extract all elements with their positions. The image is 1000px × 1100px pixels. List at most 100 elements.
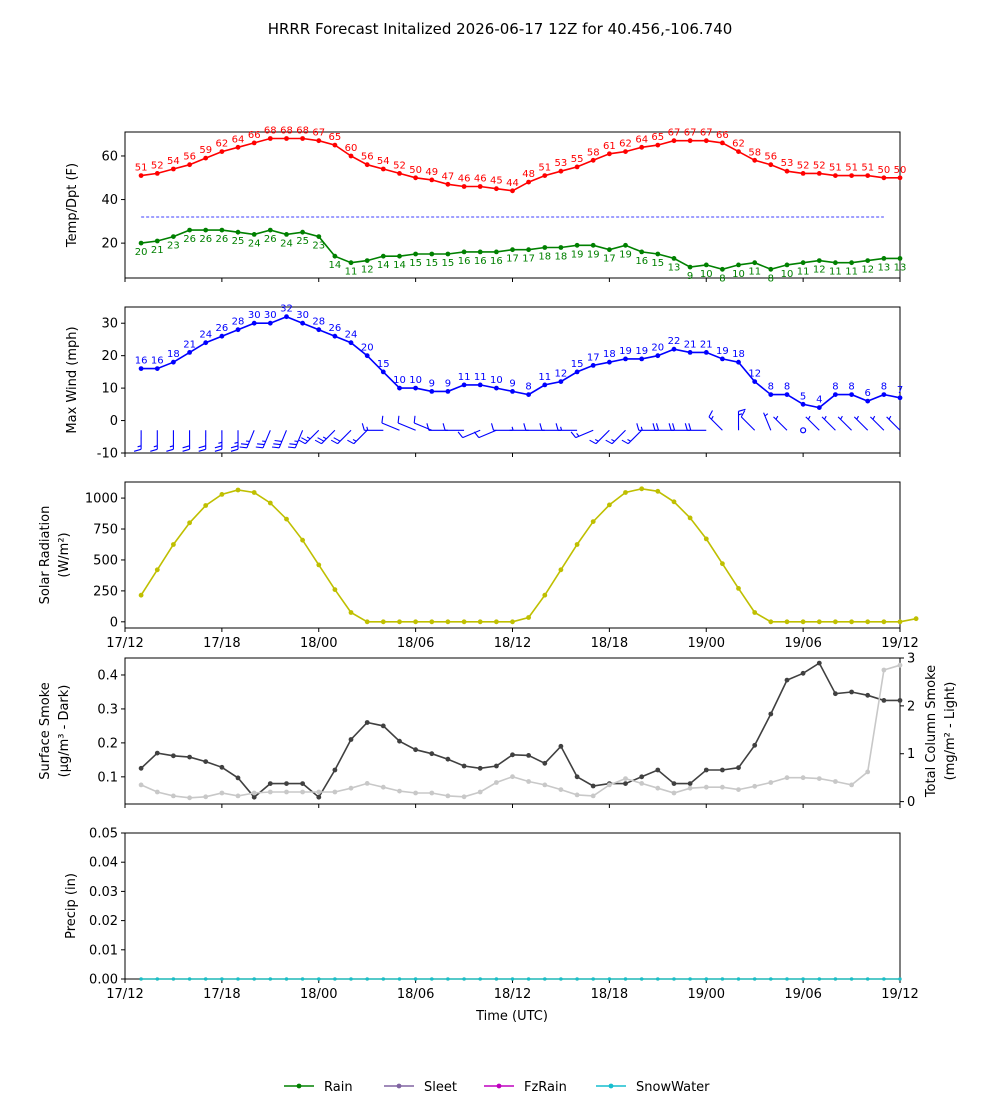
temp-data-label: 25 bbox=[296, 236, 309, 247]
smoke-series-0-point bbox=[655, 767, 661, 773]
temp-series-1-point bbox=[348, 260, 354, 266]
temp-series-0-point bbox=[203, 155, 209, 161]
smoke-ylabel-units: (μg/m³ - Dark) bbox=[57, 685, 72, 778]
precip-series-1-point bbox=[736, 977, 741, 981]
precip-series-1-point bbox=[171, 977, 175, 981]
figure-title: HRRR Forecast Initalized 2026-06-17 12Z … bbox=[268, 20, 733, 38]
solar-series-0-point bbox=[235, 487, 241, 493]
temp-series-0-point bbox=[251, 140, 257, 146]
temp-series-1-line bbox=[140, 229, 900, 271]
temp-data-label: 20 bbox=[135, 247, 148, 258]
wind-series-0-point bbox=[429, 389, 435, 394]
wind-series-0-point bbox=[768, 392, 774, 397]
temp-data-label: 51 bbox=[135, 163, 148, 174]
smoke-series-0-point bbox=[251, 794, 257, 800]
temp-series-1-point bbox=[720, 266, 725, 272]
temp-data-label: 51 bbox=[861, 163, 874, 174]
solar-series-0-point bbox=[542, 592, 548, 598]
wind-barb bbox=[570, 429, 594, 439]
temp-data-label: 10 bbox=[781, 269, 794, 280]
smoke-series-0-point bbox=[138, 765, 144, 771]
smoke-series-0-point bbox=[768, 711, 774, 717]
precip-series-1-point bbox=[882, 977, 886, 981]
wind-barb-feather bbox=[230, 448, 239, 452]
precip-ytick-label: 0.02 bbox=[89, 914, 118, 929]
smoke-series-0-point bbox=[849, 689, 854, 695]
wind-series-0-line bbox=[141, 315, 901, 409]
wind-series-0-point bbox=[348, 340, 354, 346]
temp-data-label: 50 bbox=[409, 165, 422, 176]
smoke-series-1-point bbox=[154, 789, 160, 795]
solar-series-0-point bbox=[477, 619, 483, 625]
smoke-right-ytick-label: 1 bbox=[907, 747, 915, 762]
precip-series-1-point bbox=[252, 977, 256, 981]
wind-barb-feather bbox=[636, 423, 640, 431]
wind-barb-half-feather bbox=[775, 415, 779, 420]
temp-series-0-point bbox=[671, 138, 677, 144]
smoke-series-0-point bbox=[816, 660, 822, 666]
smoke-series-0-point bbox=[623, 781, 628, 786]
smoke-series-0-point bbox=[800, 670, 806, 676]
wind-barb-feather bbox=[708, 410, 713, 418]
wind-barb-feather bbox=[150, 448, 158, 452]
smoke-series-1-point bbox=[413, 790, 418, 796]
solar-series-0-point bbox=[138, 592, 144, 598]
temp-series-0-point bbox=[816, 171, 822, 176]
solar-series-0-point bbox=[784, 619, 790, 625]
wind-series-0-point bbox=[510, 389, 515, 394]
smoke-series-1-point bbox=[607, 782, 612, 788]
smoke-series-0-point bbox=[203, 759, 209, 764]
wind-series-0-point bbox=[187, 350, 193, 355]
wind-barb bbox=[621, 429, 643, 445]
wind-data-label: 8 bbox=[848, 382, 854, 393]
wind-ylabel: Max Wind (mph) bbox=[65, 326, 80, 433]
temp-series-1-point bbox=[687, 264, 693, 270]
temp-series-1-point bbox=[251, 232, 257, 237]
solar-xtick-label: 18/06 bbox=[397, 636, 434, 651]
solar-series-0-point bbox=[623, 490, 628, 495]
wind-series-0-point bbox=[849, 392, 854, 397]
precip-frame bbox=[124, 832, 901, 980]
temp-series-0-point bbox=[865, 173, 871, 179]
wind-barb-feather bbox=[255, 446, 264, 449]
solar-ytick-label: 0 bbox=[110, 615, 118, 630]
wind-data-label: 10 bbox=[490, 375, 503, 386]
wind-barb bbox=[805, 415, 820, 431]
wind-barb-shaft bbox=[805, 416, 820, 431]
solar-series-0-point bbox=[154, 567, 160, 573]
wind-data-label: 12 bbox=[555, 369, 568, 380]
smoke-series-1-point bbox=[574, 792, 580, 798]
wind-barb bbox=[442, 423, 465, 431]
precip-series-1-point bbox=[236, 977, 240, 981]
smoke-series-0-point bbox=[833, 691, 838, 697]
temp-ylabel: Temp/Dpt (F) bbox=[65, 163, 80, 248]
temp-series-0-point bbox=[639, 144, 645, 150]
temp-series-0-point bbox=[623, 149, 628, 155]
temp-data-label: 50 bbox=[894, 165, 907, 176]
smoke-series-1-point bbox=[784, 775, 790, 781]
temp-series-1-point bbox=[607, 247, 612, 253]
temp-data-label: 16 bbox=[474, 256, 487, 267]
wind-barb bbox=[230, 430, 239, 452]
solar-ytick-label: 500 bbox=[93, 553, 118, 568]
solar-ylabel-units: (W/m²) bbox=[57, 532, 72, 577]
wind-data-label: 22 bbox=[668, 336, 681, 347]
wind-barb-feather bbox=[230, 445, 239, 449]
temp-data-label: 44 bbox=[506, 178, 519, 189]
temp-ytick-label: 60 bbox=[101, 149, 118, 164]
solar-series-0-point bbox=[752, 610, 758, 615]
smoke-series-1-point bbox=[380, 784, 386, 790]
smoke-series-0-point bbox=[558, 743, 564, 749]
temp-data-label: 67 bbox=[700, 128, 713, 139]
smoke-ylabel: Surface Smoke bbox=[38, 682, 53, 780]
wind-data-label: 9 bbox=[429, 378, 435, 389]
wind-barb bbox=[589, 429, 610, 445]
temp-series-0-point bbox=[590, 157, 596, 163]
temp-data-label: 13 bbox=[668, 262, 681, 273]
wind-barb-half-feather bbox=[322, 436, 327, 440]
temp-data-label: 11 bbox=[829, 267, 842, 278]
temp-data-label: 48 bbox=[522, 169, 535, 180]
legend-item-sleet: Sleet bbox=[384, 1080, 457, 1095]
temp-series-1-point bbox=[574, 242, 580, 248]
